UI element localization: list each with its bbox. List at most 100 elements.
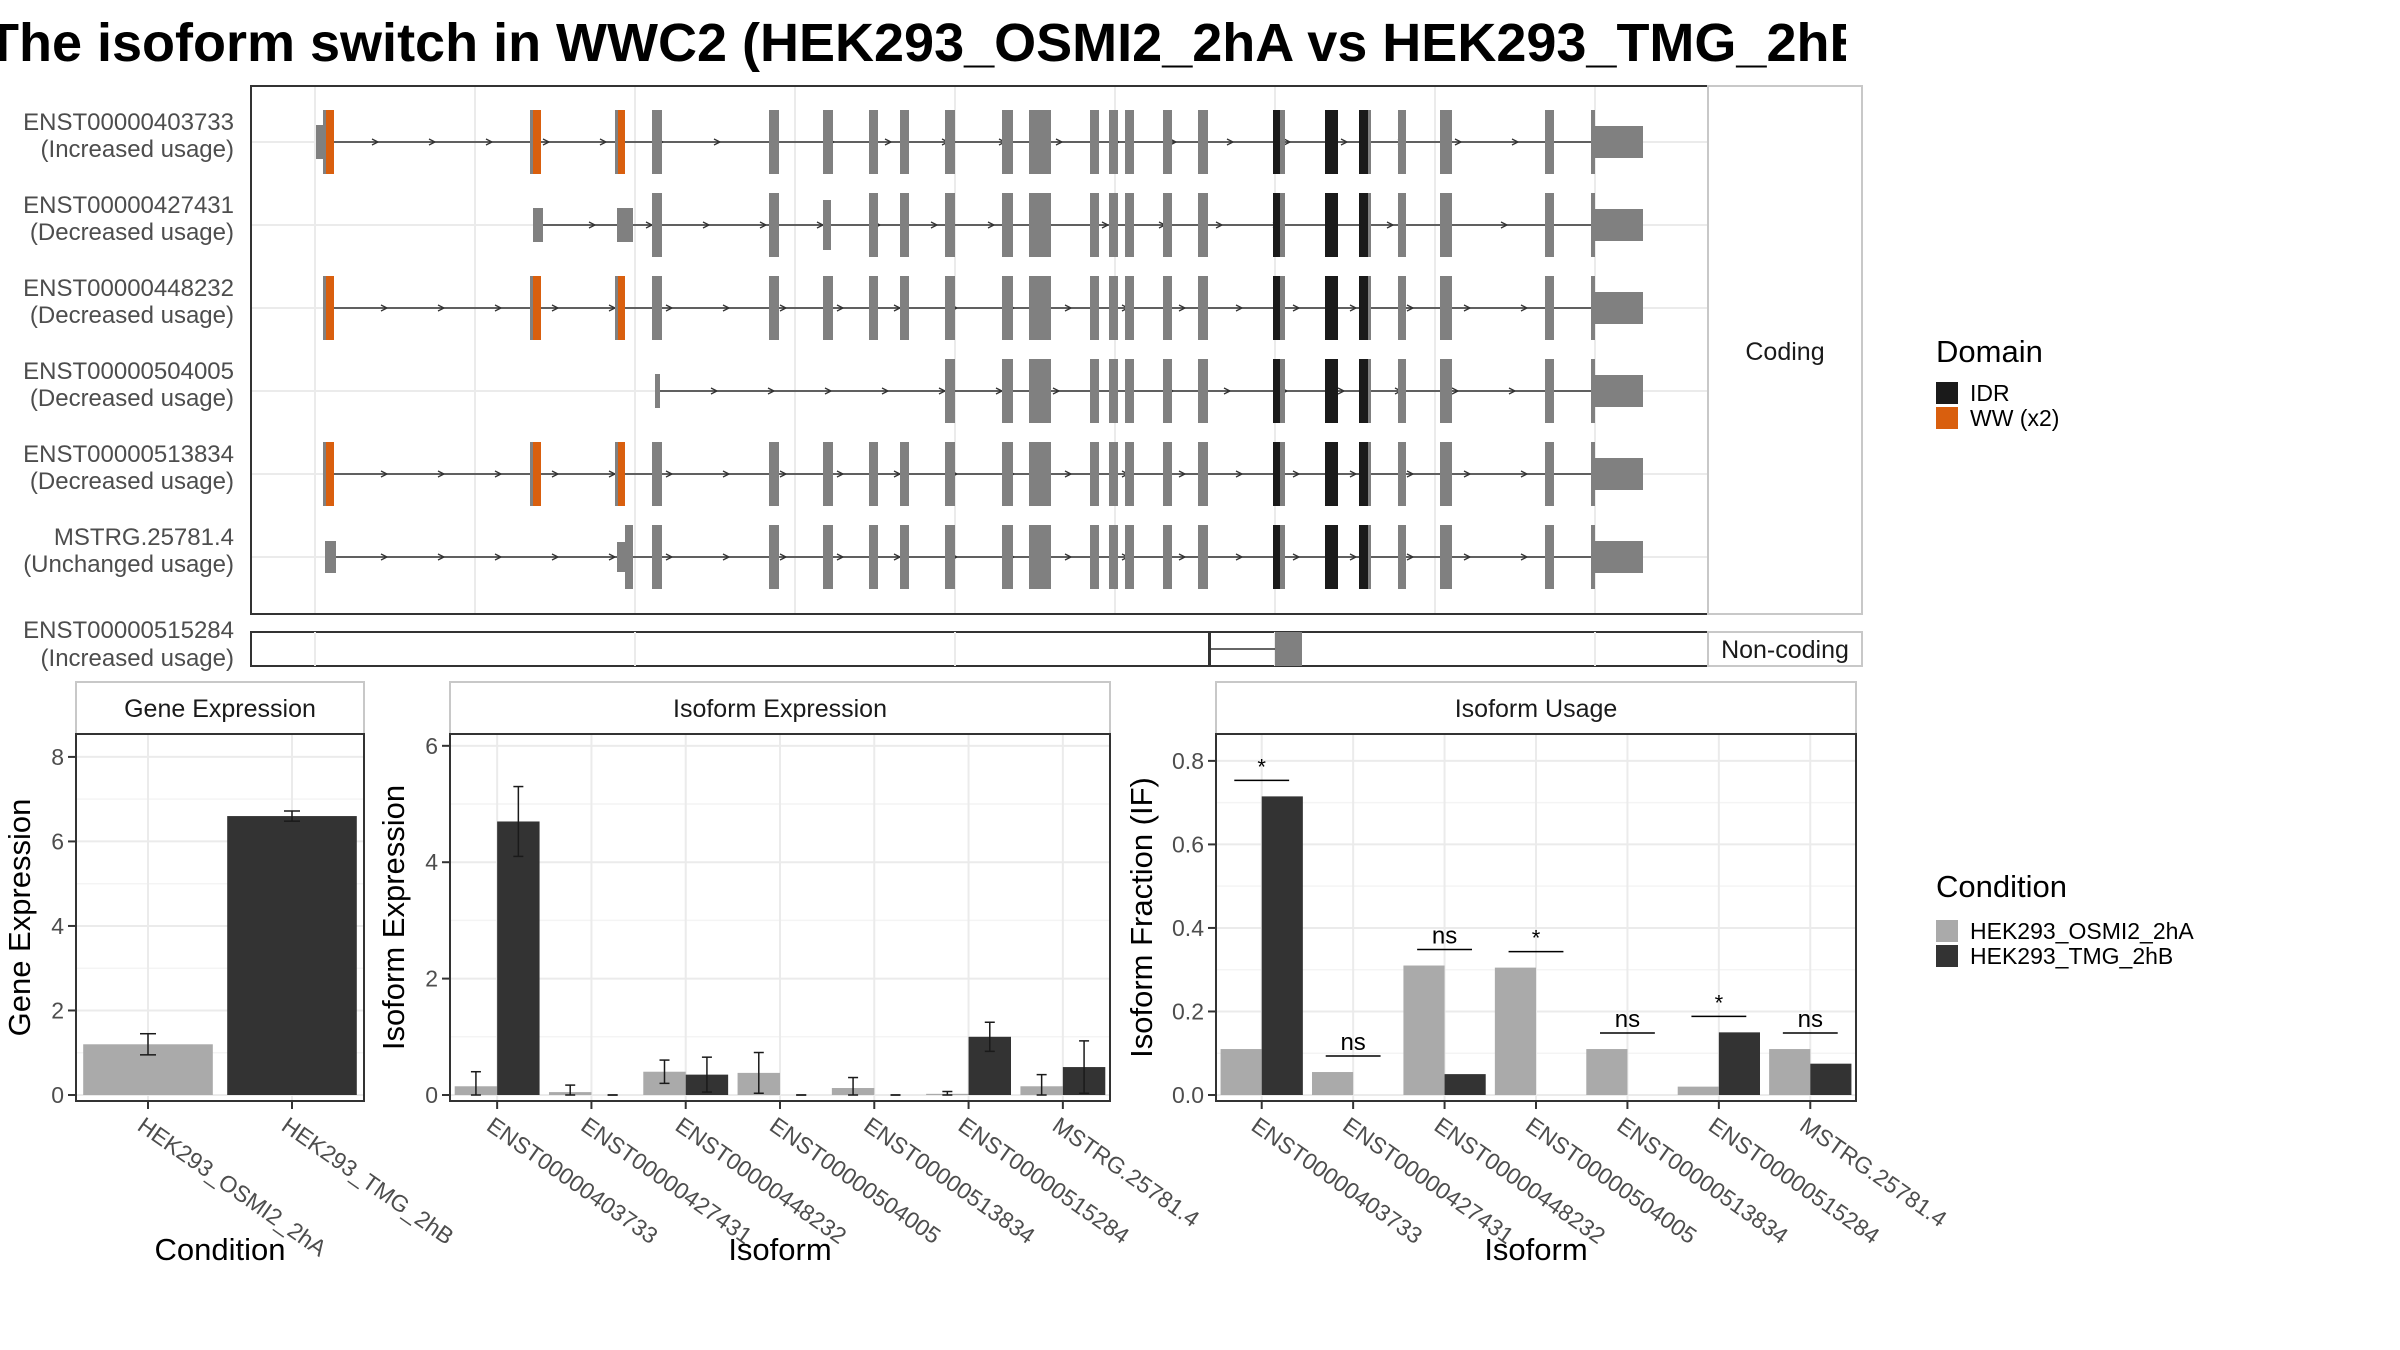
- ww-domain: [325, 276, 334, 340]
- y-tick-label: 0: [51, 1082, 64, 1108]
- exon: [1109, 442, 1118, 506]
- direction-arrow: [1178, 304, 1187, 312]
- direction-arrow: [485, 138, 494, 146]
- exon: [617, 208, 633, 242]
- y-tick-label: 4: [425, 849, 438, 875]
- exon: [1109, 193, 1118, 257]
- facet-title: Gene Expression: [124, 695, 316, 723]
- significance-label: ns: [1798, 1006, 1823, 1033]
- direction-arrow: [1508, 387, 1517, 395]
- idr-domain: [1325, 110, 1338, 174]
- exon: [900, 193, 909, 257]
- exon: [1440, 525, 1452, 589]
- direction-arrow: [1500, 221, 1509, 229]
- exon: [652, 442, 662, 506]
- exon: [1398, 276, 1406, 340]
- idr-domain: [1359, 110, 1368, 174]
- direction-arrow: [884, 138, 893, 146]
- direction-arrow: [1451, 387, 1460, 395]
- isoform-usage-panel: Isoform Usage 0.0 0.2 0.4 0.6 0.8 * ns ns * ns * ns E…: [1124, 681, 1952, 1267]
- direction-arrow: [702, 221, 711, 229]
- idr-domain: [1273, 359, 1280, 423]
- direction-arrow: [836, 470, 845, 478]
- y-axis-title: Gene Expression: [2, 799, 37, 1037]
- exon: [1163, 525, 1172, 589]
- direction-arrow: [1386, 221, 1395, 229]
- transcript-id-label: ENST00000448232: [23, 275, 234, 302]
- direction-arrow: [713, 138, 722, 146]
- y-tick-label: 6: [425, 733, 438, 759]
- exon: [1198, 193, 1208, 257]
- exon: [1002, 359, 1013, 423]
- direction-arrow: [371, 138, 380, 146]
- y-tick-label: 4: [51, 913, 64, 939]
- x-tick-label: ENST00000513834: [1613, 1112, 1794, 1249]
- exon: [1163, 193, 1172, 257]
- bar: [1586, 1049, 1628, 1095]
- ww-domain: [617, 276, 625, 340]
- direction-arrow: [1463, 470, 1472, 478]
- direction-arrow: [767, 387, 776, 395]
- idr-domain: [1325, 359, 1338, 423]
- exon: [1163, 110, 1172, 174]
- idr-domain: [1359, 276, 1368, 340]
- direction-arrow: [494, 553, 503, 561]
- bar: [1220, 1049, 1262, 1095]
- direction-arrow: [1101, 221, 1110, 229]
- exon: [1029, 193, 1051, 257]
- exon: [769, 442, 779, 506]
- exon: [1090, 359, 1099, 423]
- significance-label: ns: [1432, 923, 1457, 950]
- direction-arrow: [380, 304, 389, 312]
- direction-arrow: [1511, 138, 1520, 146]
- x-tick-label: ENST00000515284: [1704, 1112, 1885, 1249]
- transcript-status-label: (Decreased usage): [30, 219, 234, 246]
- exon: [945, 359, 955, 423]
- exon-edge: [323, 110, 326, 174]
- exon-edge: [615, 110, 618, 174]
- exon: [1591, 359, 1595, 423]
- exon: [533, 208, 543, 242]
- noncoding-panel: [250, 631, 1709, 667]
- exon: [1029, 359, 1051, 423]
- exon: [823, 110, 833, 174]
- exon: [869, 442, 878, 506]
- direction-arrow: [1235, 553, 1244, 561]
- exon-edge: [530, 276, 533, 340]
- x-tick-label: ENST00000448232: [671, 1112, 851, 1249]
- direction-arrow: [1052, 387, 1061, 395]
- utr-exon: [1591, 541, 1643, 573]
- exon: [1398, 359, 1406, 423]
- exon: [1591, 442, 1595, 506]
- exon: [1002, 110, 1013, 174]
- exon: [945, 193, 955, 257]
- exon: [1029, 110, 1051, 174]
- exon: [869, 110, 878, 174]
- direction-arrow: [1349, 470, 1358, 478]
- direction-arrow: [1337, 387, 1346, 395]
- utr-exon: [1591, 292, 1643, 324]
- direction-arrow: [1520, 470, 1529, 478]
- exon: [1125, 110, 1134, 174]
- exon: [1398, 442, 1406, 506]
- direction-arrow: [1064, 553, 1073, 561]
- exon: [945, 442, 955, 506]
- exon: [1090, 193, 1099, 257]
- exon: [325, 541, 336, 573]
- bar: [1312, 1072, 1354, 1095]
- direction-arrow: [722, 304, 731, 312]
- exon: [769, 110, 779, 174]
- bar: [1810, 1063, 1852, 1095]
- exon-edge: [530, 110, 533, 174]
- transcript-id-label: ENST00000403733: [23, 109, 234, 136]
- idr-domain: [1359, 525, 1368, 589]
- idr-domain: [1325, 525, 1338, 589]
- direction-arrow: [1178, 470, 1187, 478]
- exon: [945, 110, 955, 174]
- condition-legend-swatch: [1936, 920, 1958, 942]
- exon: [1198, 359, 1208, 423]
- exon: [1125, 276, 1134, 340]
- exon: [1398, 110, 1406, 174]
- y-tick-label: 8: [51, 744, 64, 770]
